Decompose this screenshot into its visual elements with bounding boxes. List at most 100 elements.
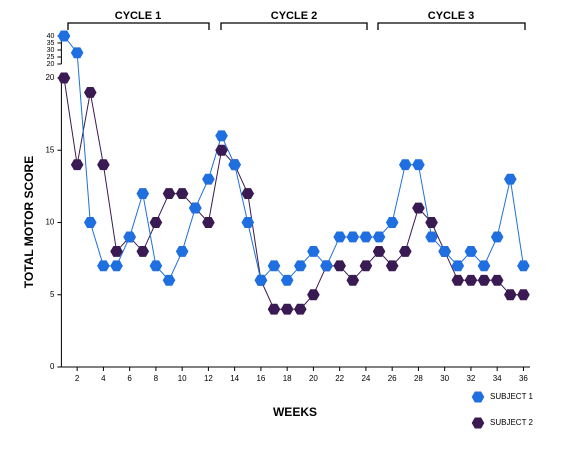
y-tick-label: 5 bbox=[50, 290, 55, 299]
data-point bbox=[490, 274, 504, 286]
cycle-brackets bbox=[67, 22, 526, 30]
x-tick-label: 32 bbox=[466, 374, 475, 383]
data-point bbox=[464, 274, 478, 286]
cycle-label: CYCLE 3 bbox=[428, 10, 474, 22]
data-point bbox=[175, 188, 189, 200]
data-point bbox=[425, 231, 438, 243]
data-point bbox=[438, 245, 451, 257]
x-tick-label: 14 bbox=[230, 374, 239, 383]
data-point bbox=[267, 260, 281, 272]
data-point bbox=[149, 217, 163, 228]
data-point bbox=[451, 274, 465, 286]
data-point bbox=[136, 188, 150, 200]
data-point bbox=[359, 231, 373, 243]
data-point bbox=[123, 231, 136, 243]
series-line bbox=[63, 35, 524, 282]
x-tick-label: 22 bbox=[335, 374, 344, 383]
data-point bbox=[504, 173, 517, 185]
data-point bbox=[280, 303, 294, 315]
x-axis-label: WEEKS bbox=[273, 405, 317, 419]
legend-label: SUBJECT 2 bbox=[490, 418, 534, 427]
x-tick-label: 6 bbox=[127, 374, 132, 383]
data-point bbox=[477, 260, 491, 272]
data-point bbox=[110, 260, 123, 272]
data-point bbox=[280, 274, 294, 286]
data-point bbox=[307, 289, 320, 301]
y-tick-label: 0 bbox=[50, 362, 55, 371]
data-point bbox=[517, 289, 530, 301]
data-point bbox=[477, 274, 491, 286]
data-point bbox=[412, 202, 425, 214]
data-point bbox=[241, 188, 255, 200]
data-point bbox=[83, 86, 97, 98]
data-point bbox=[399, 245, 412, 257]
y-axis-label: TOTAL MOTOR SCORE bbox=[22, 156, 36, 288]
x-tick-label: 28 bbox=[414, 374, 423, 383]
legend-marker bbox=[471, 391, 485, 403]
x-tick-label: 20 bbox=[309, 374, 318, 383]
series-line bbox=[63, 77, 524, 310]
data-point bbox=[241, 217, 255, 228]
data-point bbox=[97, 159, 110, 171]
data-point bbox=[110, 245, 123, 257]
data-point bbox=[202, 217, 215, 228]
data-point bbox=[385, 260, 399, 272]
cycle-label: CYCLE 1 bbox=[115, 10, 161, 22]
data-point bbox=[293, 303, 307, 315]
data-point bbox=[425, 217, 438, 228]
label-bg bbox=[422, 8, 480, 22]
y-tick-label: 10 bbox=[45, 218, 54, 227]
data-point bbox=[149, 260, 163, 272]
data-point bbox=[57, 72, 71, 84]
y-tick-label: 35 bbox=[47, 40, 55, 47]
data-point bbox=[333, 231, 346, 243]
bracket bbox=[377, 22, 526, 30]
data-point bbox=[83, 217, 97, 228]
cycle-label: CYCLE 2 bbox=[271, 10, 317, 22]
x-tick-label: 24 bbox=[361, 374, 370, 383]
data-point bbox=[70, 159, 84, 171]
data-point bbox=[399, 159, 412, 171]
legend-marker bbox=[471, 417, 485, 429]
data-point bbox=[504, 289, 517, 301]
y-tick-label: 15 bbox=[45, 145, 54, 154]
data-point bbox=[267, 303, 281, 315]
y-tick-label: 20 bbox=[45, 73, 54, 82]
data-point bbox=[202, 173, 215, 185]
y-tick-label: 20 bbox=[47, 61, 55, 68]
x-tick-label: 12 bbox=[204, 374, 213, 383]
data-point bbox=[254, 274, 268, 286]
data-point bbox=[136, 245, 150, 257]
x-tick-label: 36 bbox=[519, 374, 528, 383]
data-point bbox=[175, 245, 189, 257]
x-tick-label: 2 bbox=[75, 374, 80, 383]
data-point bbox=[517, 260, 530, 272]
data-point bbox=[385, 217, 399, 228]
y-tick-label: 30 bbox=[47, 47, 55, 54]
x-tick-label: 30 bbox=[440, 374, 449, 383]
data-point bbox=[372, 245, 386, 257]
data-point bbox=[70, 47, 84, 59]
bracket bbox=[220, 22, 368, 30]
y-tick-label: 40 bbox=[47, 33, 55, 40]
data-point bbox=[228, 159, 241, 171]
label-bg bbox=[265, 8, 323, 22]
data-point bbox=[372, 231, 386, 243]
x-tick-label: 16 bbox=[256, 374, 265, 383]
data-point bbox=[412, 159, 425, 171]
x-tick-label: 26 bbox=[388, 374, 397, 383]
data-point bbox=[346, 274, 360, 286]
x-tick-label: 8 bbox=[154, 374, 159, 383]
x-tick-label: 18 bbox=[283, 374, 292, 383]
label-bg bbox=[120, 8, 170, 22]
x-tick-label: 10 bbox=[178, 374, 187, 383]
legend-label: SUBJECT 1 bbox=[490, 392, 534, 401]
data-point bbox=[451, 260, 465, 272]
data-point bbox=[346, 231, 360, 243]
x-tick-label: 4 bbox=[101, 374, 106, 383]
data-point bbox=[359, 260, 373, 272]
data-point bbox=[162, 188, 176, 200]
data-point bbox=[293, 260, 307, 272]
data-point bbox=[162, 274, 176, 286]
